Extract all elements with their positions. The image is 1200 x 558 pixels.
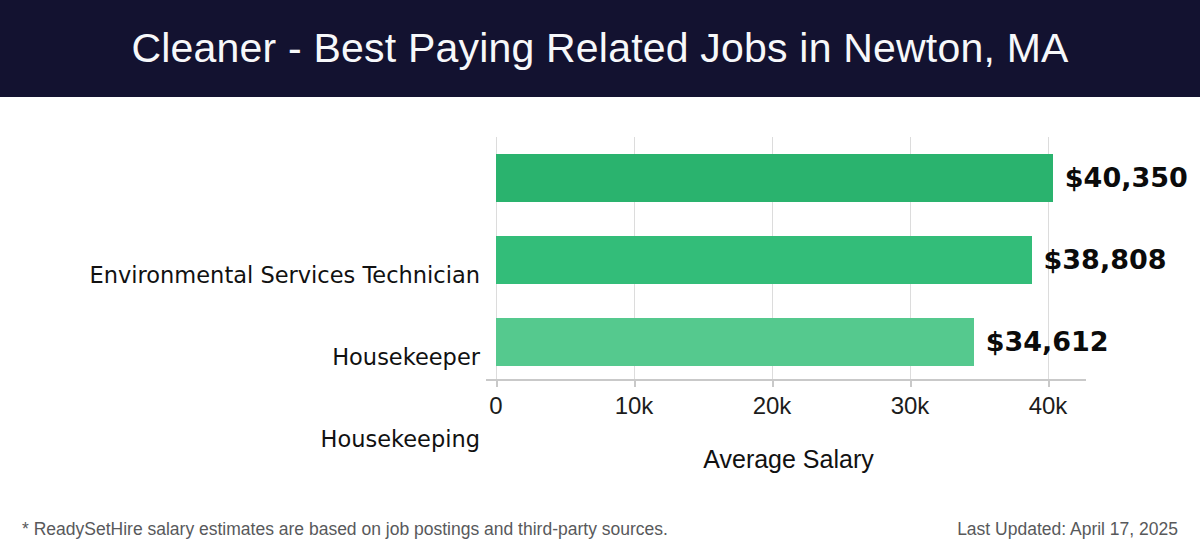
value-label: $34,612 xyxy=(986,318,1109,366)
bar xyxy=(496,318,974,366)
x-tick-label: 40k xyxy=(1029,392,1068,420)
footer-last-updated: Last Updated: April 17, 2025 xyxy=(957,519,1178,540)
footer-note: * ReadySetHire salary estimates are base… xyxy=(22,519,668,540)
header-banner: Cleaner - Best Paying Related Jobs in Ne… xyxy=(0,0,1200,97)
tick-mark xyxy=(1048,379,1050,387)
salary-bar-chart: $40,350$38,808$34,612 Environmental Serv… xyxy=(0,97,1200,518)
tick-mark xyxy=(772,379,774,387)
category-label: Housekeeper xyxy=(0,333,480,381)
value-label: $38,808 xyxy=(1044,236,1167,284)
x-tick-label: 20k xyxy=(753,392,792,420)
page-title: Cleaner - Best Paying Related Jobs in Ne… xyxy=(131,25,1068,72)
footer: * ReadySetHire salary estimates are base… xyxy=(22,519,1178,540)
tick-mark xyxy=(496,379,498,387)
bar xyxy=(496,154,1053,202)
tick-mark xyxy=(634,379,636,387)
x-tick-label: 30k xyxy=(891,392,930,420)
category-label: Environmental Services Technician xyxy=(0,251,480,299)
tick-mark xyxy=(910,379,912,387)
bar xyxy=(496,236,1032,284)
category-label: Housekeeping xyxy=(0,415,480,463)
x-tick-label: 10k xyxy=(615,392,654,420)
x-axis-title: Average Salary xyxy=(496,445,1081,474)
plot-area: $40,350$38,808$34,612 xyxy=(496,137,1081,379)
x-tick-label: 0 xyxy=(489,392,502,420)
value-label: $40,350 xyxy=(1065,154,1188,202)
x-axis-line xyxy=(486,379,1086,381)
